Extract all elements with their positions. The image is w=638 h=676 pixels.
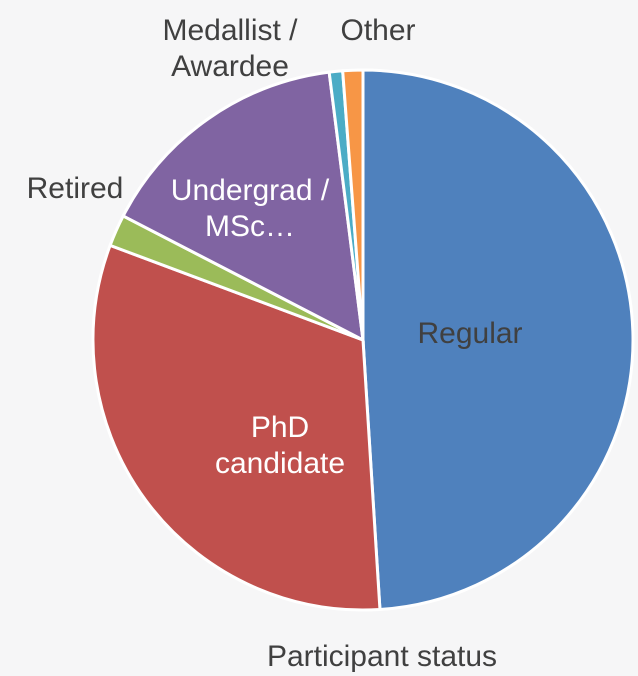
slice-label: Retired [27,172,124,205]
slice-label: Undergrad / MSc… [171,174,330,243]
pie-slice [361,68,635,612]
pie-slice [341,68,365,341]
slice-label: Regular [417,317,522,350]
slice-label: Other [340,14,415,47]
pie-slice [91,243,382,612]
slice-label: Medallist / Awardee [162,14,298,83]
slice-label: PhD candidate [215,411,345,480]
pie-slice [121,70,365,343]
chart-title: Participant status [267,640,497,673]
